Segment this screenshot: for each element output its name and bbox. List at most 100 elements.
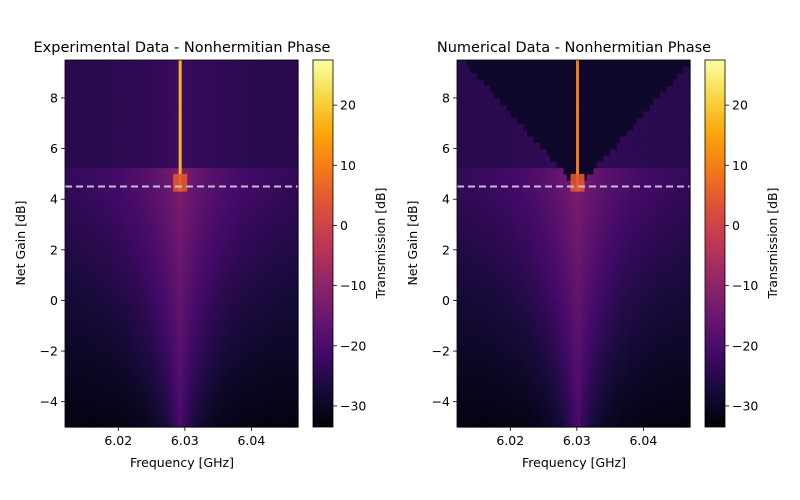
heatmap-cell bbox=[473, 344, 478, 352]
heatmap-cell bbox=[121, 97, 126, 105]
heatmap-cell bbox=[168, 148, 173, 156]
heatmap-cell bbox=[583, 363, 588, 371]
heatmap-cell bbox=[198, 313, 203, 321]
heatmap-cell bbox=[91, 72, 96, 80]
heatmap-cell bbox=[104, 357, 109, 365]
heatmap-cell bbox=[254, 230, 259, 238]
heatmap-cell bbox=[686, 401, 691, 409]
heatmap-cell bbox=[281, 306, 286, 314]
heatmap-cell bbox=[131, 262, 136, 270]
heatmap-cell bbox=[84, 123, 89, 131]
heatmap-cell bbox=[201, 275, 206, 283]
heatmap-cell bbox=[211, 60, 216, 67]
heatmap-cell bbox=[510, 401, 515, 409]
heatmap-cell bbox=[101, 110, 106, 118]
heatmap-cell bbox=[288, 167, 292, 175]
heatmap-cell bbox=[291, 332, 296, 340]
heatmap-cell bbox=[188, 325, 193, 333]
heatmap-cell bbox=[224, 72, 229, 80]
heatmap-cell bbox=[496, 357, 501, 365]
heatmap-cell bbox=[248, 249, 252, 257]
heatmap-cell bbox=[198, 395, 203, 403]
heatmap-cell bbox=[258, 313, 262, 321]
heatmap-cell bbox=[264, 199, 269, 207]
heatmap-cell bbox=[144, 306, 149, 314]
heatmap-cell bbox=[198, 180, 203, 188]
heatmap-cell bbox=[84, 199, 89, 207]
heatmap-cell bbox=[633, 357, 638, 365]
heatmap-cell bbox=[294, 66, 299, 74]
heatmap-cell bbox=[84, 294, 89, 302]
heatmap-cell bbox=[221, 218, 226, 226]
heatmap-cell bbox=[583, 408, 588, 415]
heatmap-cell bbox=[98, 344, 103, 352]
heatmap-cell bbox=[178, 256, 183, 264]
heatmap-cell bbox=[278, 268, 282, 276]
heatmap-cell bbox=[208, 148, 213, 156]
heatmap-cell bbox=[151, 408, 156, 415]
heatmap-cell bbox=[131, 154, 136, 162]
heatmap-cell bbox=[606, 344, 611, 352]
heatmap-cell bbox=[171, 300, 176, 308]
heatmap-cell bbox=[616, 408, 621, 415]
heatmap-cell bbox=[500, 344, 505, 352]
heatmap-cell bbox=[258, 363, 262, 371]
heatmap-cell bbox=[288, 148, 292, 156]
heatmap-cell bbox=[78, 237, 83, 245]
heatmap-cell bbox=[221, 332, 226, 340]
heatmap-cell bbox=[258, 243, 262, 251]
heatmap-cell bbox=[194, 199, 199, 207]
heatmap-cell bbox=[653, 408, 658, 415]
heatmap-cell bbox=[224, 281, 229, 289]
heatmap-cell bbox=[218, 129, 223, 137]
heatmap-cell bbox=[124, 97, 129, 105]
heatmap-cell bbox=[264, 142, 269, 150]
heatmap-cell bbox=[141, 294, 146, 302]
heatmap-cell bbox=[251, 148, 256, 156]
heatmap-cell bbox=[546, 389, 551, 396]
heatmap-cell bbox=[503, 376, 508, 384]
heatmap-cell bbox=[676, 395, 681, 403]
heatmap-cell bbox=[104, 319, 109, 327]
heatmap-cell bbox=[288, 116, 292, 124]
heatmap-cell bbox=[111, 123, 116, 131]
heatmap-cell bbox=[88, 129, 93, 137]
heatmap-cell bbox=[91, 211, 96, 219]
heatmap-cell bbox=[540, 370, 545, 377]
heatmap-cell bbox=[244, 66, 249, 74]
heatmap-cell bbox=[198, 91, 203, 99]
heatmap-cell bbox=[676, 363, 681, 371]
heatmap-cell bbox=[221, 66, 226, 74]
heatmap-cell bbox=[234, 249, 239, 257]
heatmap-cell bbox=[271, 420, 276, 428]
heatmap-cell bbox=[144, 325, 149, 333]
heatmap-cell bbox=[251, 66, 256, 74]
heatmap-cell bbox=[493, 363, 498, 371]
heatmap-cell bbox=[124, 180, 129, 188]
heatmap-cell bbox=[274, 338, 279, 346]
heatmap-cell bbox=[623, 395, 628, 403]
heatmap-cell bbox=[78, 72, 83, 80]
heatmap-cell bbox=[211, 224, 216, 232]
heatmap-cell bbox=[238, 211, 243, 219]
heatmap-cell bbox=[616, 370, 621, 377]
heatmap-cell bbox=[198, 123, 203, 131]
heatmap-cell bbox=[536, 357, 541, 365]
heatmap-cell bbox=[460, 376, 465, 384]
heatmap-cell bbox=[65, 414, 69, 422]
heatmap-cell bbox=[264, 97, 269, 105]
heatmap-cell bbox=[118, 161, 123, 169]
heatmap-cell bbox=[650, 370, 654, 377]
heatmap-cell bbox=[184, 97, 189, 105]
heatmap-cell bbox=[191, 243, 196, 251]
heatmap-cell bbox=[161, 287, 166, 295]
heatmap-cell bbox=[74, 363, 79, 371]
heatmap-cell bbox=[188, 230, 193, 238]
heatmap-cell bbox=[476, 357, 481, 365]
heatmap-cell bbox=[271, 351, 276, 358]
heatmap-cell bbox=[81, 351, 86, 358]
heatmap-cell bbox=[490, 382, 495, 390]
heatmap-cell bbox=[154, 351, 159, 358]
heatmap-cell bbox=[168, 167, 173, 175]
heatmap-cell bbox=[111, 161, 116, 169]
